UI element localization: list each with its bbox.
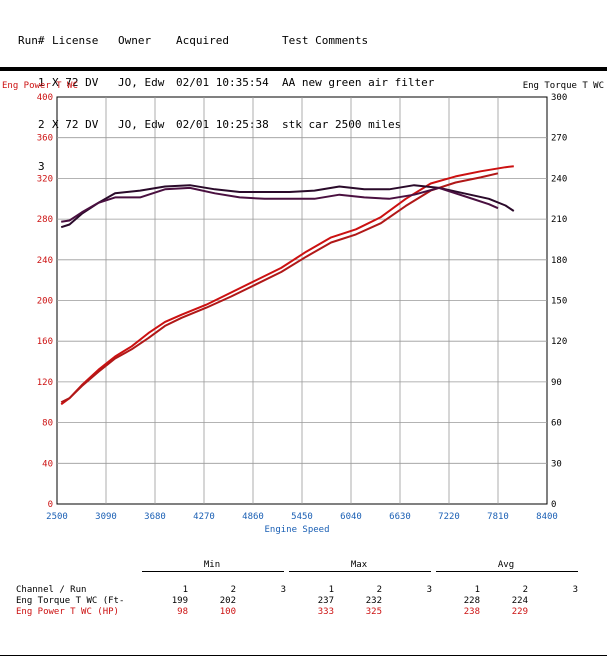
x-tick-label: 3090: [95, 512, 117, 522]
y-tick-label-right: 30: [551, 459, 562, 469]
run-number: 1: [38, 76, 45, 89]
x-tick-label: 6040: [340, 512, 362, 522]
y-tick-label-right: 210: [551, 215, 567, 225]
left-axis-title: Eng Power T WC: [2, 81, 78, 91]
stats-power-max-1: 333: [317, 607, 334, 617]
stats-header-label: Channel / Run: [16, 585, 87, 595]
stats-run-col: 1: [328, 585, 334, 595]
power-curve-2: [60, 172, 499, 404]
right-axis-title: Eng Torque T WC: [523, 81, 604, 91]
y-tick-label-left: 80: [42, 419, 53, 429]
stats-power-min-2: 100: [219, 607, 236, 617]
stats-run-col: 1: [182, 585, 188, 595]
separator-bar: [0, 67, 607, 71]
run-row[interactable]: 1 X 72 DV JO, Edw 02/01 10:35:54 AA new …: [18, 76, 434, 90]
x-tick-label: 3680: [144, 512, 166, 522]
y-tick-label-left: 280: [37, 215, 53, 225]
stats-table: Min Max Avg Channel / Run 1 2 3 1 2 3 1 …: [0, 555, 607, 655]
power-curve-1: [60, 165, 514, 406]
run-table-header: Run# License Owner Acquired Test Comment…: [18, 34, 368, 48]
stats-power-avg-1: 238: [463, 607, 480, 617]
stats-divider: [289, 571, 431, 572]
stats-torque-max-1: 237: [317, 596, 334, 606]
header-comments: Test Comments: [282, 34, 369, 47]
stats-divider: [436, 571, 578, 572]
stats-run-col: 3: [280, 585, 286, 595]
x-tick-label: 2500: [46, 512, 68, 522]
header-acquired: Acquired: [176, 34, 229, 47]
y-tick-label-right: 240: [551, 174, 567, 184]
torque-curve-1: [60, 184, 515, 229]
y-tick-label-left: 320: [37, 174, 53, 184]
run-number: 3: [38, 160, 45, 173]
y-tick-label-left: 0: [48, 500, 53, 510]
run-row[interactable]: 2 X 72 DV JO, Edw 02/01 10:25:38 stk car…: [18, 118, 401, 132]
dyno-chart: 0 40 80 120 160 200 240 280 320 360 400 0 30 60 90 120 1…: [2, 81, 604, 535]
run-row[interactable]: 3: [18, 160, 45, 174]
x-tick-label: 8400: [536, 512, 558, 522]
run-owner: JO, Edw: [118, 76, 165, 89]
x-tick-label: 6630: [389, 512, 411, 522]
y-tick-label-left: 120: [37, 378, 53, 388]
y-tick-label-right: 150: [551, 297, 567, 307]
stats-run-col: 2: [522, 585, 528, 595]
y-tick-label-left: 360: [37, 134, 53, 144]
x-axis-title: Engine Speed: [264, 525, 329, 535]
stats-power-max-2: 325: [365, 607, 382, 617]
y-tick-label-right: 270: [551, 134, 567, 144]
header-license: License: [52, 34, 99, 47]
y-tick-label-right: 120: [551, 337, 567, 347]
stats-run-col: 3: [572, 585, 578, 595]
x-tick-label: 4860: [242, 512, 264, 522]
stats-torque-avg-2: 224: [511, 596, 528, 606]
stats-divider: [142, 571, 284, 572]
y-tick-label-left: 200: [37, 297, 53, 307]
y-tick-label-right: 300: [551, 93, 567, 103]
run-acquired: 02/01 10:25:38: [176, 118, 269, 131]
run-comments: stk car 2500 miles: [282, 118, 402, 131]
run-comments: AA new green air filter: [282, 76, 435, 89]
y-tick-label-right: 180: [551, 256, 567, 266]
stats-run-col: 3: [426, 585, 432, 595]
stats-torque-min-1: 199: [171, 596, 188, 606]
bottom-divider: [0, 655, 607, 656]
stats-torque-max-2: 232: [365, 596, 382, 606]
stats-group-avg: Avg: [497, 560, 515, 570]
header-owner: Owner: [118, 34, 152, 47]
stats-row-torque-label: Eng Torque T WC (Ft-: [16, 596, 125, 606]
stats-run-col: 1: [474, 585, 480, 595]
y-tick-label-left: 400: [37, 93, 53, 103]
stats-torque-avg-1: 228: [463, 596, 480, 606]
x-tick-label: 7220: [438, 512, 460, 522]
stats-power-min-1: 98: [177, 607, 188, 617]
stats-run-col: 2: [230, 585, 236, 595]
y-tick-label-left: 160: [37, 337, 53, 347]
stats-power-avg-2: 229: [511, 607, 528, 617]
run-number: 2: [38, 118, 45, 131]
x-tick-label: 5450: [291, 512, 313, 522]
run-license: X 72 DV: [52, 118, 99, 131]
run-table: Run# License Owner Acquired Test Comment…: [18, 6, 434, 188]
stats-torque-min-2: 202: [219, 596, 236, 606]
run-acquired: 02/01 10:35:54: [176, 76, 269, 89]
y-tick-label-right: 60: [551, 419, 562, 429]
stats-group-max: Max: [350, 560, 368, 570]
y-tick-label-left: 40: [42, 459, 53, 469]
header-run: Run#: [18, 34, 45, 47]
run-owner: JO, Edw: [118, 118, 165, 131]
stats-row-power-label: Eng Power T WC (HP): [16, 607, 119, 617]
torque-curve-2: [61, 186, 499, 223]
stats-run-col: 2: [376, 585, 382, 595]
y-tick-label-left: 240: [37, 256, 53, 266]
x-tick-label: 4270: [193, 512, 215, 522]
y-tick-label-right: 90: [551, 378, 562, 388]
run-license: X 72 DV: [52, 76, 99, 89]
x-tick-label: 7810: [487, 512, 509, 522]
y-tick-label-right: 0: [551, 500, 556, 510]
stats-group-min: Min: [203, 560, 221, 570]
